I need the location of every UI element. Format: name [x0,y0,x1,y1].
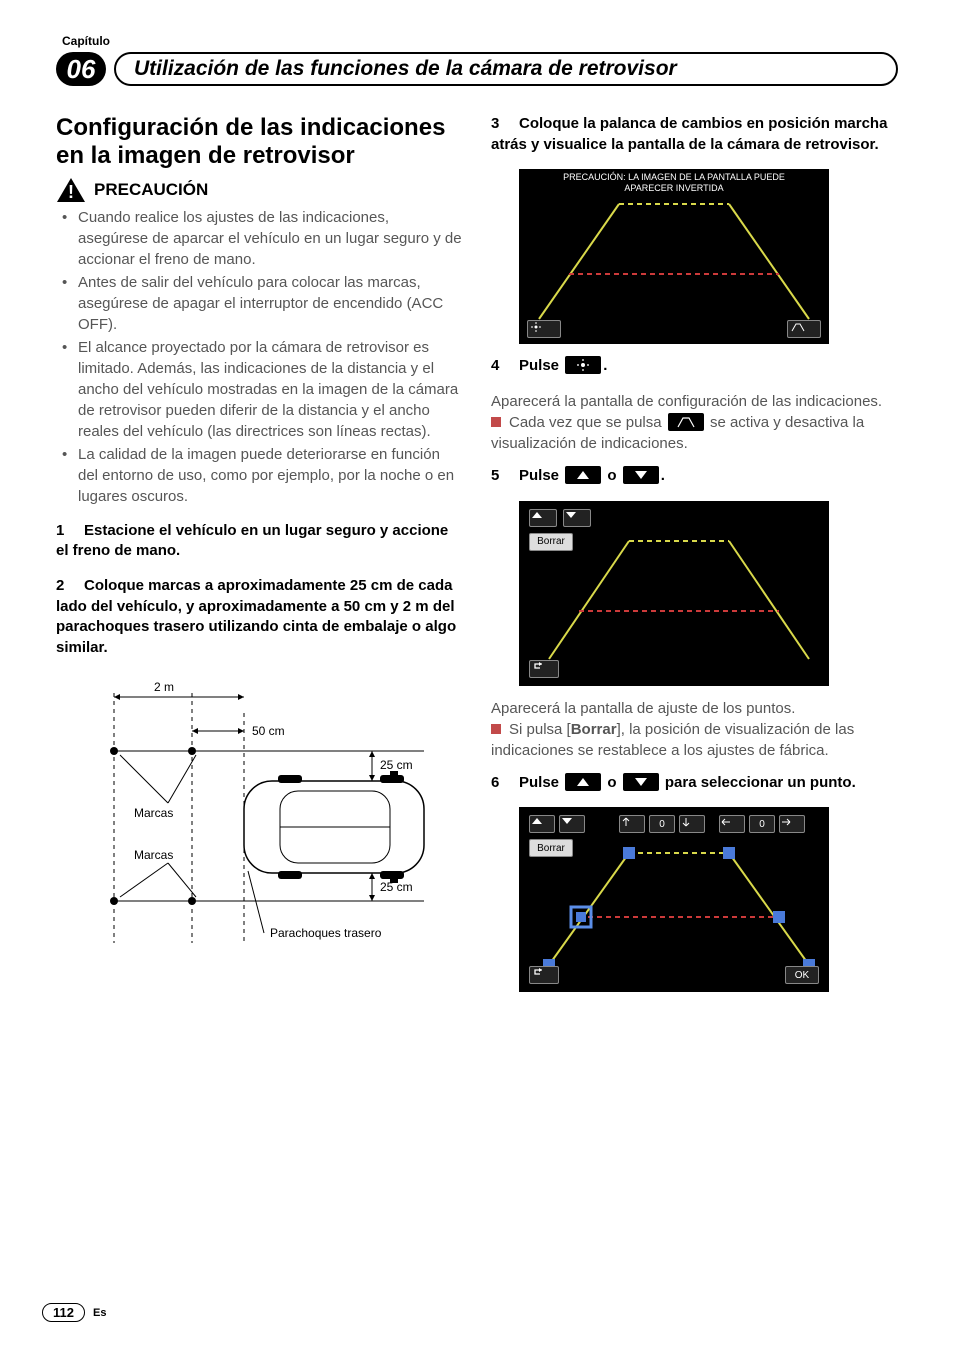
triangle-down-icon[interactable] [563,509,591,527]
svg-text:2 m: 2 m [154,680,174,694]
square-bullet-icon [491,417,501,427]
back-icon[interactable] [529,966,559,984]
left-column: Configuración de las indicaciones en la … [56,114,463,1004]
step-6: 6Pulse o para seleccionar un punto. [491,773,898,794]
precaution-item: La calidad de la imagen puede deteriorar… [56,444,463,507]
precaution-label: PRECAUCIÓN [94,180,208,200]
step-number: 5 [491,466,519,487]
clear-button[interactable]: Borrar [529,533,573,551]
zero-button[interactable]: 0 [749,815,775,833]
step-2: 2Coloque marcas a aproximadamente 25 cm … [56,576,463,659]
step-text: Pulse [519,774,563,791]
svg-text:25 cm: 25 cm [380,758,413,772]
rearview-screen-points: 0 0 Borrar OK [519,807,829,992]
note-text: Si pulsa [Borrar], la posición de visual… [491,719,898,761]
svg-text:Marcas: Marcas [134,848,173,862]
step-text: . [603,357,607,374]
triangle-down-icon [623,773,659,791]
step-1: 1Estacione el vehículo en un lugar segur… [56,521,463,562]
step-number: 6 [491,773,519,794]
precaution-item: Cuando realice los ajustes de las indica… [56,207,463,270]
triangle-down-icon [623,466,659,484]
svg-text:Parachoques trasero: Parachoques trasero [270,926,382,940]
back-icon[interactable] [529,660,559,678]
adjust-icon[interactable] [527,320,561,338]
manual-page: Capítulo 06 Utilización de las funciones… [0,0,954,1044]
chapter-label: Capítulo [62,34,898,48]
precaution-item: El alcance proyectado por la cámara de r… [56,337,463,442]
arrow-down-icon[interactable] [679,815,705,833]
square-bullet-icon [491,724,501,734]
note-text: Aparecerá la pantalla de configuración d… [491,391,898,412]
triangle-up-icon [565,466,601,484]
arrow-up-icon[interactable] [619,815,645,833]
triangle-up-icon[interactable] [529,509,557,527]
guideline-toggle-icon[interactable] [787,320,821,338]
note-text: Cada vez que se pulsa se activa y desact… [491,412,898,454]
step-number: 3 [491,114,519,135]
arrow-left-icon[interactable] [719,815,745,833]
svg-text:50 cm: 50 cm [252,724,285,738]
chapter-title-pill: Utilización de las funciones de la cámar… [114,52,898,86]
precaution-heading: ! PRECAUCIÓN [56,177,463,203]
precaution-item: Antes de salir del vehículo para colocar… [56,272,463,335]
marking-diagram: 2 m 50 cm 25 cm [84,673,463,958]
step-text: para seleccionar un punto. [661,774,856,791]
step-number: 1 [56,521,84,542]
note-text: Aparecerá la pantalla de ajuste de los p… [491,698,898,719]
rearview-screen-config: Borrar [519,501,829,686]
guideline-toggle-icon [668,413,704,431]
step-text: Coloque la palanca de cambios en posició… [491,115,887,153]
arrow-right-icon[interactable] [779,815,805,833]
chapter-header: 06 Utilización de las funciones de la cá… [56,52,898,86]
triangle-up-icon[interactable] [529,815,555,833]
step-text: Estacione el vehículo en un lugar seguro… [56,522,448,560]
svg-text:25 cm: 25 cm [380,880,413,894]
warning-triangle-icon: ! [56,177,86,203]
page-language: Es [93,1307,106,1319]
precaution-list: Cuando realice los ajustes de las indica… [56,207,463,507]
step-5: 5Pulse o . [491,466,898,487]
svg-text:!: ! [68,182,74,202]
svg-text:Marcas: Marcas [134,806,173,820]
adjust-icon [565,356,601,374]
step-text: Pulse [519,467,563,484]
right-column: 3Coloque la palanca de cambios en posici… [491,114,898,1004]
step-text: o [603,467,621,484]
step-number: 2 [56,576,84,597]
zero-button[interactable]: 0 [649,815,675,833]
page-number: 112 [42,1303,85,1322]
chapter-number-badge: 06 [56,52,106,86]
page-footer: 112 Es [42,1303,106,1322]
clear-button[interactable]: Borrar [529,839,573,857]
step-text: Pulse [519,357,563,374]
triangle-up-icon [565,773,601,791]
ok-button[interactable]: OK [785,966,819,984]
rearview-screen-initial: PRECAUCIÓN: LA IMAGEN DE LA PANTALLA PUE… [519,169,829,344]
chapter-title: Utilización de las funciones de la cámar… [134,57,677,81]
step-text: Coloque marcas a aproximadamente 25 cm d… [56,577,456,656]
section-title: Configuración de las indicaciones en la … [56,114,463,171]
bold-label: Borrar [571,721,617,738]
triangle-down-icon[interactable] [559,815,585,833]
step-text: . [661,467,665,484]
step-number: 4 [491,356,519,377]
step-3: 3Coloque la palanca de cambios en posici… [491,114,898,155]
step-text: o [603,774,621,791]
step-4: 4Pulse . [491,356,898,377]
